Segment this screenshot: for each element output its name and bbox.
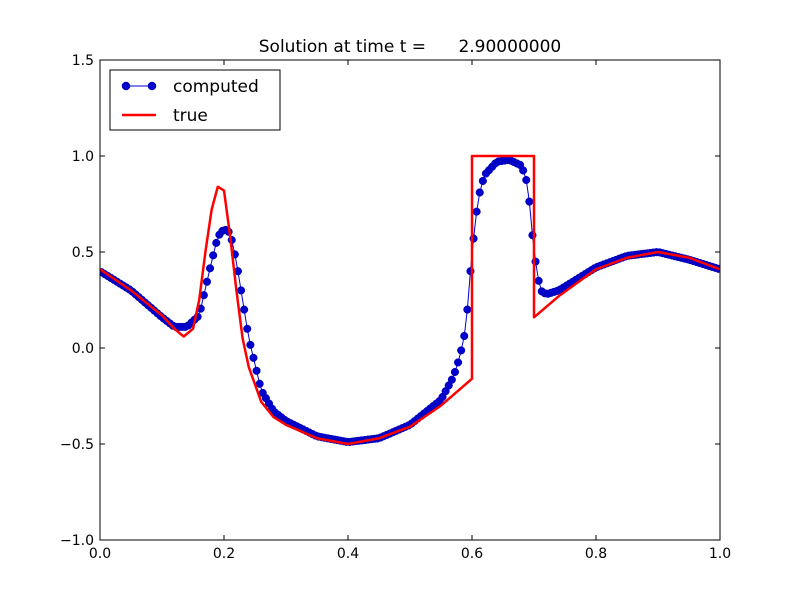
series-computed-point — [243, 324, 252, 333]
legend: computed true — [109, 69, 281, 131]
legend-computed-marker — [121, 81, 131, 91]
series-computed-point — [450, 367, 460, 377]
y-tick-label: 1.5 — [72, 53, 94, 69]
series-computed-point — [475, 188, 484, 197]
series-computed-point — [202, 277, 211, 286]
series-computed-point — [463, 305, 472, 314]
y-tick-label: −1.0 — [60, 533, 94, 549]
series-computed-point — [212, 238, 221, 247]
ticks-layer: 0.0 0.2 0.4 0.6 0.8 1.0 −1.0 −0.5 0.0 0.5 1.0 1.5 — [60, 53, 731, 562]
series-computed-point — [206, 264, 215, 273]
series-computed-point — [478, 176, 487, 186]
series-computed-point — [246, 340, 255, 349]
series-layer — [100, 154, 720, 446]
series-computed-point — [237, 286, 246, 295]
y-tick-label: 0.5 — [72, 245, 94, 261]
series-computed-point — [534, 276, 543, 285]
x-tick-label: 0.6 — [461, 546, 483, 562]
plot-frame — [99, 59, 721, 541]
series-computed-point — [519, 166, 528, 175]
legend-box — [109, 69, 281, 131]
plot-area — [100, 60, 720, 540]
y-tick-label: −0.5 — [60, 437, 94, 453]
x-tick-label: 0.0 — [89, 546, 111, 562]
series-computed-point — [447, 375, 456, 384]
series-computed-point — [457, 346, 466, 355]
series-computed-point — [249, 353, 258, 362]
legend-true-label: true — [173, 106, 208, 126]
y-tick-label: 0.0 — [72, 341, 94, 357]
series-computed-point — [252, 366, 261, 375]
series-computed-point — [460, 331, 469, 341]
series-computed-point — [240, 305, 249, 314]
series-computed-point — [209, 251, 218, 260]
legend-computed-marker — [147, 81, 157, 91]
x-tick-label: 0.2 — [213, 546, 235, 562]
legend-computed-label: computed — [173, 77, 259, 97]
x-tick-label: 1.0 — [709, 546, 731, 562]
series-computed-point — [472, 207, 481, 216]
series-computed-point — [525, 197, 534, 206]
y-tick-label: 1.0 — [72, 149, 94, 165]
series-computed-point — [454, 358, 463, 367]
series-computed-point — [522, 175, 531, 185]
x-tick-label: 0.4 — [337, 546, 359, 562]
x-tick-label: 0.8 — [585, 546, 607, 562]
chart-title: Solution at time t = 2.90000000 — [259, 37, 561, 57]
series-true-line — [100, 154, 720, 446]
